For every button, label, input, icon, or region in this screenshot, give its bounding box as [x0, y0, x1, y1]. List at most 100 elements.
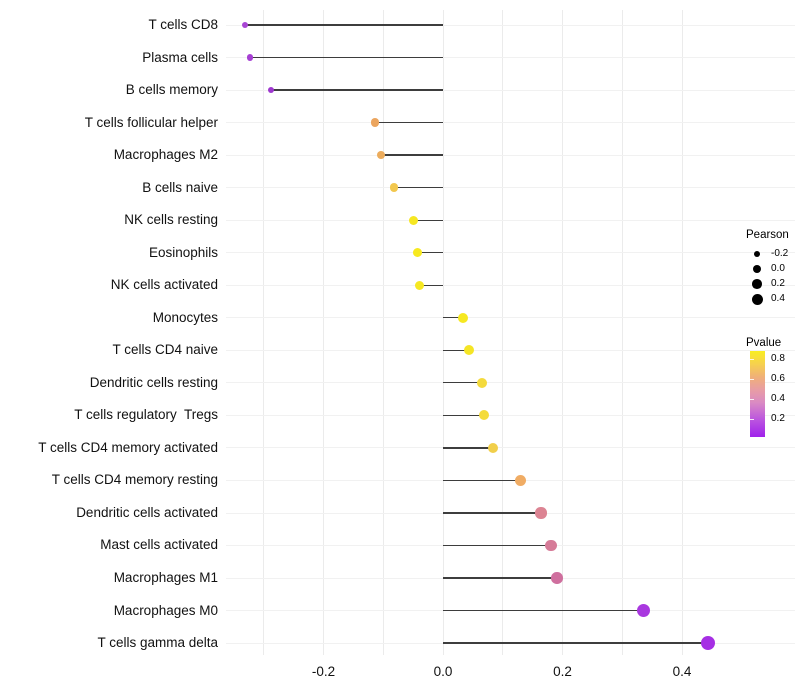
category-label: Macrophages M2	[113, 147, 218, 163]
legend-pearson-dot	[751, 293, 763, 305]
lollipop-stem	[443, 512, 541, 514]
vertical-gridline	[562, 10, 563, 655]
category-label: Macrophages M0	[113, 602, 218, 618]
horizontal-gridline	[226, 447, 795, 449]
horizontal-gridline	[226, 284, 795, 286]
category-label: Dendritic cells activated	[76, 504, 218, 520]
lollipop-stem	[270, 89, 443, 91]
lollipop-stem	[443, 609, 644, 612]
lollipop-dot	[408, 215, 418, 225]
x-axis-tick-label: 0.0	[433, 664, 453, 679]
category-label: T cells regulatory Tregs	[74, 407, 218, 423]
category-label: Eosinophils	[148, 244, 218, 260]
horizontal-gridline	[226, 122, 795, 124]
lollipop-dot	[267, 86, 275, 94]
category-label: Dendritic cells resting	[89, 374, 218, 390]
legend-pvalue-label: 0.8	[771, 353, 785, 364]
lollipop-dot	[242, 22, 249, 29]
category-label: B cells naive	[142, 179, 218, 195]
horizontal-gridline	[226, 24, 795, 26]
lollipop-dot	[246, 54, 254, 61]
lollipop-dot	[476, 377, 487, 388]
legend-pearson-label: 0.4	[771, 293, 785, 304]
lollipop-stem	[443, 577, 558, 579]
lollipop-dot	[376, 150, 386, 160]
lollipop-dot	[487, 442, 499, 454]
x-axis-tick-label: -0.2	[311, 664, 336, 679]
category-label: Plasma cells	[142, 49, 218, 65]
legend-pvalue-label: 0.6	[771, 373, 785, 384]
lollipop-dot	[414, 280, 424, 290]
lollipop-stem	[417, 252, 443, 254]
lollipop-dot	[464, 345, 475, 356]
category-label: Monocytes	[152, 309, 218, 325]
lollipop-dot	[514, 474, 526, 486]
pvalue-bar-tick	[750, 359, 754, 360]
lollipop-dot	[535, 507, 547, 519]
vertical-gridline	[323, 10, 324, 655]
lollipop-stem	[245, 24, 443, 26]
legend-pvalue-title: Pvalue	[746, 337, 782, 349]
horizontal-gridline	[226, 219, 795, 221]
horizontal-gridline	[226, 414, 795, 416]
lollipop-dot	[389, 183, 399, 192]
lollipop-stem	[380, 154, 443, 156]
vertical-gridline	[263, 10, 265, 655]
legend-pearson-title: Pearson	[746, 229, 789, 241]
vertical-gridline	[502, 10, 504, 655]
horizontal-gridline	[226, 57, 795, 58]
vertical-gridline	[382, 10, 384, 655]
lollipop-dot	[551, 572, 563, 584]
lollipop-stem	[374, 121, 443, 124]
lollipop-dot	[545, 539, 557, 552]
lollipop-dot	[636, 604, 650, 618]
horizontal-gridline	[226, 89, 795, 91]
vertical-gridline	[442, 10, 444, 655]
lollipop-stem	[443, 382, 482, 384]
category-label: T cells CD4 memory activated	[38, 439, 218, 455]
pvalue-bar-tick	[750, 419, 754, 420]
legend-pearson-label: 0.0	[771, 263, 785, 274]
category-label: T cells follicular helper	[84, 114, 218, 130]
lollipop-dot	[370, 118, 380, 127]
lollipop-dot	[479, 410, 490, 421]
lollipop-stem	[443, 414, 485, 417]
x-axis-tick-label: 0.4	[672, 664, 692, 679]
category-label: NK cells activated	[110, 277, 218, 293]
lollipop-stem	[250, 56, 443, 59]
horizontal-gridline	[226, 154, 795, 156]
horizontal-gridline	[226, 382, 795, 384]
lollipop-stem	[443, 642, 708, 644]
horizontal-gridline	[226, 317, 795, 319]
category-label: T cells CD4 memory resting	[51, 472, 218, 488]
category-label: B cells memory	[125, 82, 218, 98]
vertical-gridline	[621, 10, 623, 655]
lollipop-stem	[419, 284, 443, 286]
category-label: Macrophages M1	[113, 570, 218, 585]
category-label: T cells gamma delta	[97, 635, 218, 651]
pvalue-gradient-bar	[750, 351, 765, 437]
legend-pvalue-label: 0.4	[771, 393, 785, 404]
horizontal-gridline	[226, 349, 795, 351]
lollipop-stem	[443, 544, 552, 547]
category-label: Mast cells activated	[100, 537, 218, 553]
legend-pearson-label: 0.2	[771, 278, 785, 289]
legend-pvalue-label: 0.2	[771, 413, 785, 424]
lollipop-stem	[443, 479, 521, 482]
horizontal-gridline	[226, 252, 795, 254]
legend-pearson-dot	[753, 265, 761, 273]
legend-pearson-dot	[753, 250, 761, 258]
legend-pearson-label: -0.2	[771, 248, 789, 259]
lollipop-stem	[413, 219, 443, 221]
category-label: T cells CD8	[148, 17, 218, 32]
category-label: NK cells resting	[124, 212, 218, 228]
pvalue-bar-tick	[750, 399, 754, 400]
lollipop-stem	[443, 317, 463, 319]
lollipop-stem	[394, 187, 443, 189]
legend-pearson-dot	[752, 279, 762, 289]
category-label: T cells CD4 naive	[112, 342, 218, 358]
pvalue-bar-tick	[750, 379, 754, 380]
lollipop-dot	[457, 312, 468, 323]
horizontal-gridline	[226, 187, 795, 189]
